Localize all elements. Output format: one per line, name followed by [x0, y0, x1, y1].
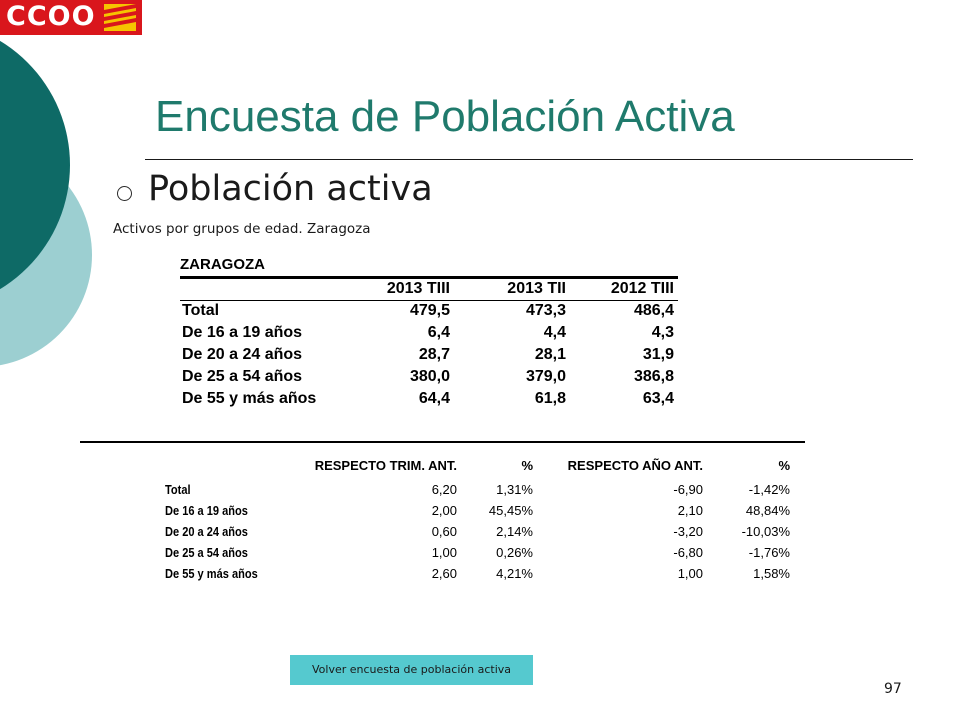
cell: 6,20 [431, 482, 457, 497]
cell: 28,7 [418, 346, 450, 363]
cell: 380,0 [409, 368, 450, 385]
cell: 486,4 [633, 302, 674, 319]
row-label: De 55 y más años [165, 566, 258, 581]
caption: Activos por grupos de edad. Zaragoza [113, 221, 371, 237]
cell: 4,3 [651, 324, 674, 341]
cell: 2,60 [431, 566, 457, 581]
cell: 2,00 [431, 503, 457, 518]
table-rule [180, 276, 678, 279]
cell: 1,00 [431, 545, 457, 560]
column-header: RESPECTO AÑO ANT. [567, 458, 703, 473]
table-row: De 55 y más años 64,4 61,8 63,4 [180, 390, 678, 412]
row-label: Total [182, 302, 220, 319]
cell: -1,76% [748, 545, 790, 560]
cell: 2,10 [677, 503, 703, 518]
column-header: 2013 TII [507, 280, 566, 297]
row-label: De 25 a 54 años [165, 545, 248, 560]
row-label: De 25 a 54 años [182, 368, 303, 385]
row-label: De 20 a 24 años [182, 346, 303, 363]
table-row: Total 479,5 473,3 486,4 [180, 302, 678, 324]
cell: 48,84% [745, 503, 790, 518]
column-header: % [778, 458, 790, 473]
header-rule [180, 300, 678, 301]
table-row: De 16 a 19 años 6,4 4,4 4,3 [180, 324, 678, 346]
table-row: Total 6,20 1,31% -6,90 -1,42% [165, 482, 795, 503]
bullet-circle-icon [117, 186, 132, 201]
decorative-circles [0, 40, 92, 366]
cell: 1,31% [496, 482, 533, 497]
cell: -6,80 [673, 545, 703, 560]
table-row: De 25 a 54 años 1,00 0,26% -6,80 -1,76% [165, 545, 795, 566]
cell: 0,26% [496, 545, 533, 560]
cell: 64,4 [418, 390, 450, 407]
table-title: ZARAGOZA [180, 256, 265, 273]
cell: -3,20 [673, 524, 703, 539]
table-row: De 55 y más años 2,60 4,21% 1,00 1,58% [165, 566, 795, 587]
row-label: De 20 a 24 años [165, 524, 248, 539]
cell: 4,4 [543, 324, 566, 341]
cell: 386,8 [633, 368, 674, 385]
table-row: De 20 a 24 años 0,60 2,14% -3,20 -10,03% [165, 524, 795, 545]
row-label: De 16 a 19 años [165, 503, 248, 518]
back-to-survey-button[interactable]: Volver encuesta de población activa [290, 655, 533, 685]
table-header: 2013 TIII 2013 TII 2012 TIII [180, 280, 678, 300]
section-subtitle: Población activa [148, 169, 433, 209]
cell: 28,1 [534, 346, 566, 363]
table-row: De 20 a 24 años 28,7 28,1 31,9 [180, 346, 678, 368]
cell: 45,45% [488, 503, 533, 518]
page-title: Encuesta de Población Activa [155, 92, 735, 141]
page-number: 97 [884, 681, 902, 697]
table-row: De 16 a 19 años 2,00 45,45% 2,10 48,84% [165, 503, 795, 524]
row-label: Total [165, 482, 191, 497]
cell: 379,0 [525, 368, 566, 385]
logo-text: CCOO [6, 1, 96, 32]
table-row: De 25 a 54 años 380,0 379,0 386,8 [180, 368, 678, 390]
aragon-flag-icon [104, 4, 136, 31]
section-divider [80, 441, 805, 443]
ccoo-logo: CCOO [0, 0, 142, 35]
cell: 473,3 [525, 302, 566, 319]
row-label: De 16 a 19 años [182, 324, 303, 341]
cell: 63,4 [642, 390, 674, 407]
row-label: De 55 y más años [182, 390, 317, 407]
cell: 479,5 [409, 302, 450, 319]
title-divider [145, 159, 913, 160]
column-header: RESPECTO TRIM. ANT. [314, 458, 457, 473]
column-header: 2012 TIII [610, 280, 674, 297]
cell: 0,60 [431, 524, 457, 539]
column-header: 2013 TIII [386, 280, 450, 297]
cell: 2,14% [496, 524, 533, 539]
cell: 31,9 [642, 346, 674, 363]
column-header: % [521, 458, 533, 473]
cell: 61,8 [534, 390, 566, 407]
table-header: RESPECTO TRIM. ANT. % RESPECTO AÑO ANT. … [165, 458, 795, 478]
cell: 6,4 [427, 324, 450, 341]
cell: 1,58% [753, 566, 790, 581]
cell: 4,21% [496, 566, 533, 581]
cell: -10,03% [741, 524, 790, 539]
cell: -1,42% [748, 482, 790, 497]
cell: 1,00 [677, 566, 703, 581]
cell: -6,90 [673, 482, 703, 497]
